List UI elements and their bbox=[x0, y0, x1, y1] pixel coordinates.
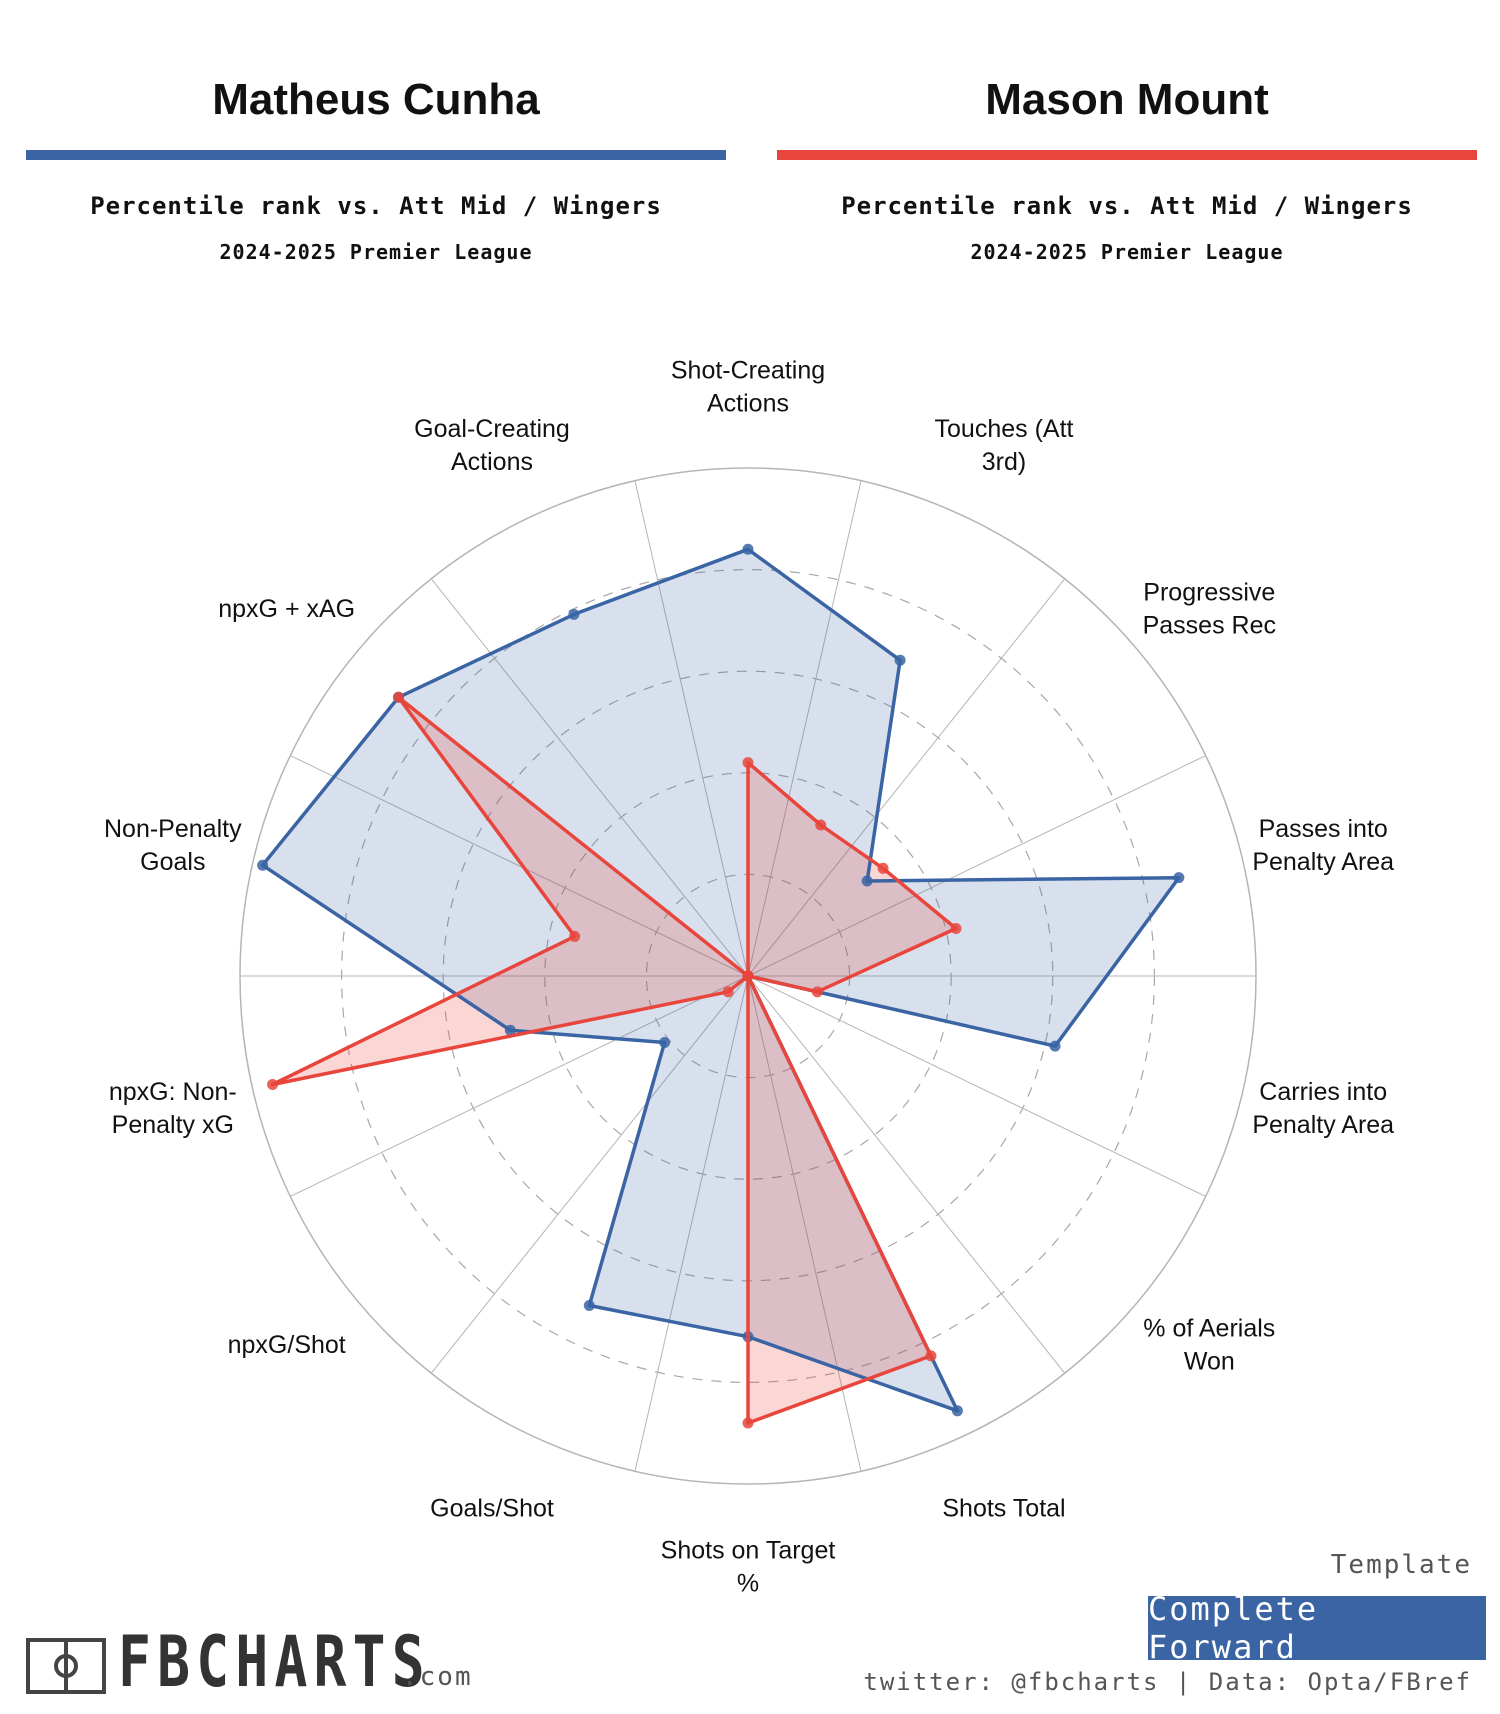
player-subtitle-left: Percentile rank vs. Att Mid / Wingers bbox=[90, 192, 662, 220]
category-label: Goals/Shot bbox=[430, 1495, 554, 1523]
brand-name: FBCHARTS bbox=[118, 1621, 431, 1703]
category-label-line: Shots Total bbox=[942, 1495, 1065, 1523]
category-label-line: % bbox=[737, 1570, 759, 1598]
category-label-line: Passes into bbox=[1259, 815, 1388, 843]
player-name-right: Mason Mount bbox=[985, 75, 1269, 124]
category-label: npxG/Shot bbox=[228, 1331, 346, 1359]
data-point-0-1 bbox=[894, 654, 906, 666]
category-label: Passes into Penalty Area bbox=[1252, 815, 1394, 876]
data-point-1-0 bbox=[742, 757, 754, 769]
player-season-left: 2024-2025 Premier League bbox=[219, 240, 533, 264]
category-label-line: Goals/Shot bbox=[430, 1495, 554, 1523]
category-label-line: 3rd) bbox=[982, 448, 1026, 476]
category-label-line: Passes Rec bbox=[1143, 612, 1276, 640]
data-point-0-13 bbox=[568, 608, 580, 620]
player-subtitle-right: Percentile rank vs. Att Mid / Wingers bbox=[841, 192, 1413, 220]
spoke-line bbox=[747, 578, 1066, 977]
data-point-0-3 bbox=[1173, 872, 1185, 884]
spoke-line bbox=[634, 480, 749, 977]
player-header-left: Matheus Cunha Percentile rank vs. Att Mi… bbox=[26, 70, 726, 264]
data-point-1-10 bbox=[267, 1079, 279, 1091]
spoke-line bbox=[634, 975, 749, 1472]
template-badge: Complete Forward bbox=[1148, 1590, 1486, 1666]
data-point-1-11 bbox=[569, 930, 581, 942]
spoke-line bbox=[747, 755, 1206, 977]
series-fill-0 bbox=[262, 549, 1179, 1411]
category-label: npxG: Non- Penalty xG bbox=[109, 1078, 237, 1139]
data-point-1-1 bbox=[815, 819, 827, 831]
spoke-line bbox=[747, 975, 1206, 1197]
spoke-line bbox=[430, 578, 749, 977]
category-label-line: npxG: Non- bbox=[109, 1078, 237, 1106]
category-label: Non-Penalty Goals bbox=[104, 815, 242, 876]
data-point-1-7 bbox=[742, 1417, 754, 1429]
data-point-1-4 bbox=[811, 986, 823, 998]
player-name-left: Matheus Cunha bbox=[212, 75, 540, 124]
category-label: Progressive Passes Rec bbox=[1143, 579, 1276, 640]
data-point-0-8 bbox=[583, 1300, 595, 1312]
spoke-line bbox=[747, 975, 1066, 1374]
data-point-1-3 bbox=[950, 923, 962, 935]
data-point-1-2 bbox=[877, 862, 889, 874]
series-fill-1 bbox=[272, 697, 956, 1423]
data-point-1-6 bbox=[925, 1350, 937, 1362]
category-label: Touches (Att 3rd) bbox=[935, 415, 1074, 476]
brand-logo: FBCHARTS .com bbox=[26, 1622, 519, 1702]
data-point-1-13 bbox=[742, 970, 754, 982]
category-label-line: Goal-Creating bbox=[414, 415, 570, 443]
data-point-0-4 bbox=[1049, 1040, 1061, 1052]
player-season-right: 2024-2025 Premier League bbox=[970, 240, 1284, 264]
player-header-right: Mason Mount Percentile rank vs. Att Mid … bbox=[777, 70, 1477, 264]
template-label: Template bbox=[1330, 1550, 1472, 1580]
pitch-icon bbox=[26, 1638, 106, 1694]
category-label-line: Penalty xG bbox=[112, 1111, 234, 1139]
data-point-1-12 bbox=[392, 691, 404, 703]
data-point-0-0 bbox=[742, 543, 754, 555]
category-label-line: Actions bbox=[707, 390, 789, 418]
spoke-line bbox=[430, 975, 749, 1374]
player-rule-left bbox=[26, 150, 726, 160]
category-label-line: Penalty Area bbox=[1252, 1111, 1394, 1139]
footer-credit: twitter: @fbcharts | Data: Opta/FBref bbox=[863, 1668, 1472, 1696]
category-label-line: Penalty Area bbox=[1252, 848, 1394, 876]
category-label-line: % of Aerials bbox=[1143, 1314, 1275, 1342]
data-point-0-10 bbox=[504, 1024, 516, 1036]
category-label-line: Goals bbox=[140, 848, 205, 876]
spoke-line bbox=[290, 755, 749, 977]
category-label: Shot-Creating Actions bbox=[671, 357, 825, 418]
category-label-line: Progressive bbox=[1143, 579, 1275, 607]
category-label-line: Touches (Att bbox=[935, 415, 1074, 443]
spoke-line bbox=[290, 975, 749, 1197]
category-label-line: Shot-Creating bbox=[671, 357, 825, 385]
category-label-line: Carries into bbox=[1259, 1078, 1387, 1106]
category-label: % of Aerials Won bbox=[1143, 1314, 1275, 1375]
category-label: Goal-Creating Actions bbox=[414, 415, 570, 476]
category-label-line: Shots on Target bbox=[661, 1537, 836, 1565]
category-label-line: Actions bbox=[451, 448, 533, 476]
data-point-0-6 bbox=[951, 1405, 963, 1417]
category-label-line: npxG + xAG bbox=[218, 595, 355, 623]
category-label-line: Non-Penalty bbox=[104, 815, 242, 843]
category-label: Shots Total bbox=[942, 1495, 1065, 1523]
brand-suffix: .com bbox=[402, 1662, 473, 1692]
category-label: npxG + xAG bbox=[218, 595, 355, 623]
spoke-line bbox=[747, 480, 862, 977]
data-point-0-2 bbox=[861, 875, 873, 887]
category-label-line: npxG/Shot bbox=[228, 1331, 346, 1359]
data-point-0-11 bbox=[257, 859, 269, 871]
category-label-line: Won bbox=[1184, 1347, 1235, 1375]
player-rule-right bbox=[777, 150, 1477, 160]
category-label: Carries into Penalty Area bbox=[1252, 1078, 1394, 1139]
data-point-0-9 bbox=[659, 1037, 671, 1049]
data-point-1-9 bbox=[722, 986, 734, 998]
category-label: Shots on Target% bbox=[661, 1537, 836, 1598]
